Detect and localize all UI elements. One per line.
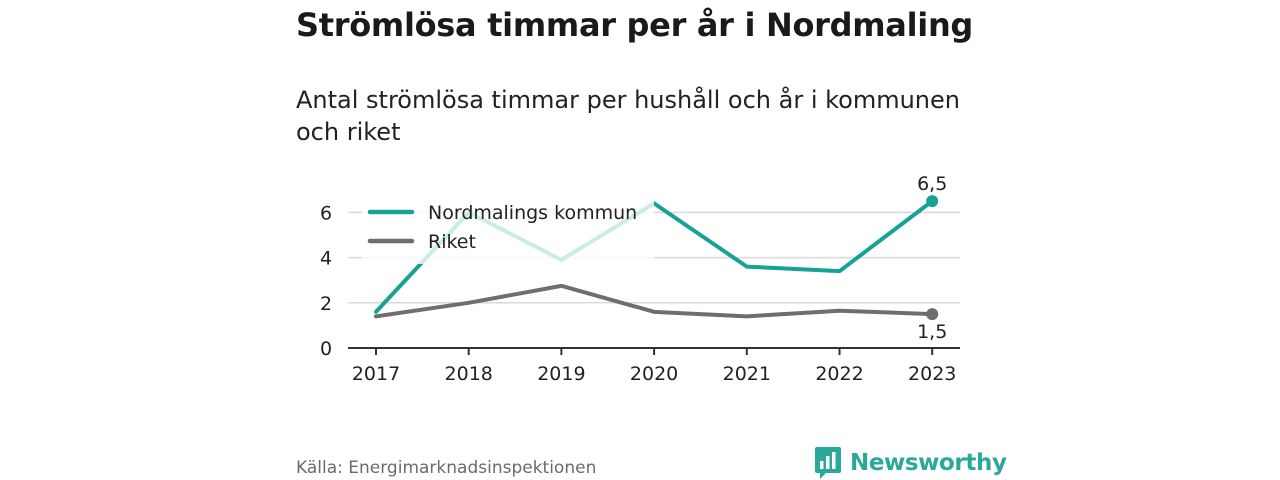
end-point-marker: [926, 308, 939, 321]
source-note: Källa: Energimarknadsinspektionen: [296, 458, 597, 478]
x-tick-label: 2023: [908, 363, 956, 385]
y-tick-label: 2: [320, 293, 332, 315]
chart-title: Strömlösa timmar per år i Nordmaling: [296, 6, 974, 44]
y-tick-label: 6: [320, 202, 332, 224]
legend-backdrop: [362, 192, 654, 264]
series-line-riket: [374, 283, 935, 319]
x-tick-label: 2019: [537, 363, 585, 385]
y-tick-label: 4: [320, 248, 332, 270]
x-tick-label: 2020: [630, 363, 678, 385]
chart-subtitle: Antal strömlösa timmar per hushåll och å…: [296, 86, 960, 146]
x-tick-label: 2021: [723, 363, 771, 385]
axes: 0 2 4 6 2017 2018 2019 2020 2021 2022 2023: [320, 202, 960, 385]
legend: Nordmalings kommun Riket: [362, 192, 654, 264]
data-labels: 6,5 1,5: [917, 173, 947, 343]
x-tick-label: 2018: [445, 363, 493, 385]
brand-logo: Newsworthy: [814, 446, 1007, 480]
y-tick-label: 0: [320, 338, 332, 360]
legend-label: Riket: [428, 231, 476, 253]
end-value-label: 1,5: [917, 321, 947, 343]
end-value-label: 6,5: [917, 173, 947, 195]
x-tick-label: 2017: [352, 363, 400, 385]
legend-label: Nordmalings kommun: [428, 202, 637, 224]
end-point-marker: [926, 195, 939, 208]
x-tick-label: 2022: [815, 363, 863, 385]
brand-name: Newsworthy: [850, 450, 1007, 476]
bar-chart-icon: [815, 447, 841, 479]
